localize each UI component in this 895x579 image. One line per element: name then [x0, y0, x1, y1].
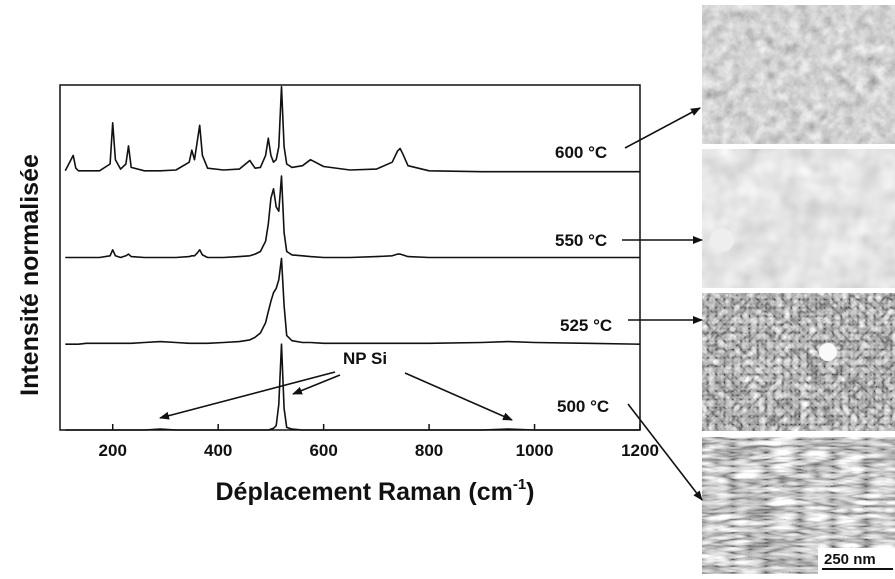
- x-tick-label: 600: [309, 441, 337, 460]
- arrow: [159, 371, 336, 420]
- y-axis-label: Intensité normalisée: [16, 154, 44, 396]
- x-axis-label: Déplacement Raman (cm-1): [216, 476, 535, 506]
- arrow: [624, 107, 701, 149]
- annotation: NP Si: [343, 349, 387, 368]
- spectrum-line: [65, 175, 640, 259]
- spectrum-line: [64, 85, 640, 173]
- spectrum-line: [65, 257, 641, 345]
- x-tick-label: 1200: [621, 441, 659, 460]
- plot: 200 400 600 800 1000 1200: [64, 85, 659, 460]
- arrow: [404, 372, 513, 421]
- annotation-arrows: [159, 107, 703, 501]
- arrow: [292, 374, 341, 395]
- series-label: 550 °C: [555, 231, 607, 250]
- series-label: 525 °C: [560, 316, 612, 335]
- spectrum-line: [65, 343, 640, 431]
- x-tick-label: 200: [99, 441, 127, 460]
- sem-image: [702, 293, 895, 431]
- series-label: 500 °C: [557, 397, 609, 416]
- sem-particle: [819, 343, 837, 361]
- series-label: 600 °C: [555, 143, 607, 162]
- x-tick-label: 1000: [516, 441, 554, 460]
- x-axis-label-text: Déplacement Raman (cm: [216, 478, 513, 506]
- x-axis-label-sup: -1: [513, 476, 526, 493]
- x-tick-label: 800: [415, 441, 443, 460]
- sem-images: 250 nm: [702, 5, 895, 574]
- x-tick-label: 400: [204, 441, 232, 460]
- sem-particle: [710, 228, 734, 252]
- scale-bar-label: 250 nm: [824, 551, 876, 568]
- sem-image: [702, 5, 895, 144]
- x-axis-label-end: ): [526, 478, 534, 506]
- arrow: [627, 403, 703, 501]
- sem-image: [702, 149, 895, 288]
